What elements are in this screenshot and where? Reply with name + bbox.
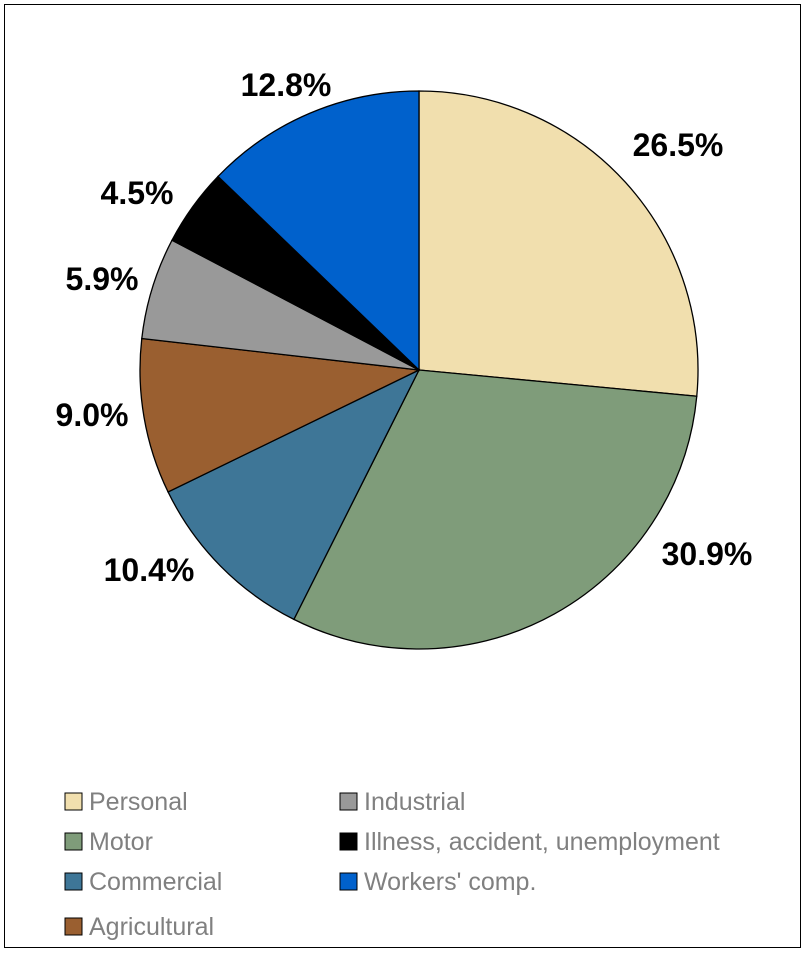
slice-percent-label: 10.4% [104,552,195,588]
slice-percent-label: 9.0% [56,397,129,433]
legend-swatch [64,832,83,851]
legend-item: Illness, accident, unemployment [339,828,720,856]
legend-label: Workers' comp. [364,868,536,896]
pie-slice-6 [217,90,420,372]
legend-label: Motor [89,828,153,856]
slice-percent-label: 5.9% [66,261,139,297]
legend-item: Agricultural [64,913,214,941]
legend-label: Agricultural [89,913,214,941]
legend-label: Industrial [364,788,465,816]
slice-percent-label: 4.5% [101,175,174,211]
legend-label: Commercial [89,868,222,896]
slice-percent-label: 12.8% [241,67,332,103]
legend-swatch [64,917,83,936]
pie-slice-3 [139,337,422,493]
legend: Personal Industrial Motor Illness, accident… [64,788,720,941]
legend-swatch [64,872,83,891]
legend-item: Motor [64,828,153,856]
pie-percent-labels: 26.5% 30.9% 10.4% 9.0% 5.9% 4.5% 12.8% [56,67,753,588]
legend-swatch [339,832,358,851]
legend-swatch [64,792,83,811]
chart-frame [4,4,801,948]
pie-slice-2 [167,368,421,621]
legend-item: Workers' comp. [339,868,536,896]
pie-slice-1 [293,369,698,650]
slice-percent-label: 26.5% [633,127,724,163]
legend-item: Industrial [339,788,465,816]
legend-item: Personal [64,788,188,816]
pie-slices [139,90,699,650]
legend-swatch [339,872,358,891]
legend-label: Personal [89,788,188,816]
slice-percent-label: 30.9% [662,536,753,572]
legend-item: Commercial [64,868,222,896]
pie-slice-0 [418,90,699,397]
legend-label: Illness, accident, unemployment [364,828,720,856]
legend-swatch [339,792,358,811]
